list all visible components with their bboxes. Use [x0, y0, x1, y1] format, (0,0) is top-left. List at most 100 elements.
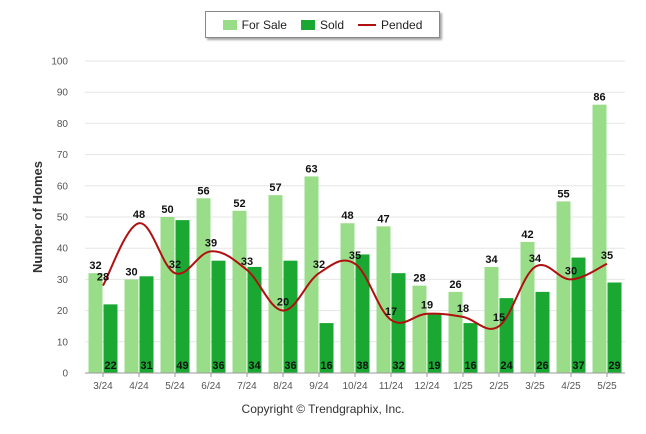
label-for-sale: 86 — [593, 92, 605, 104]
label-for-sale: 57 — [269, 182, 281, 194]
label-pended: 28 — [97, 272, 109, 284]
x-tick-label: 1/25 — [453, 381, 473, 392]
label-sold: 19 — [428, 360, 440, 372]
x-tick-label: 11/24 — [379, 381, 404, 392]
bar-for-sale[interactable] — [268, 195, 283, 373]
label-sold: 16 — [320, 360, 332, 372]
label-pended: 19 — [421, 300, 433, 312]
bar-for-sale[interactable] — [340, 223, 355, 373]
y-tick-label: 10 — [57, 337, 69, 348]
legend-item-sold[interactable]: Sold — [300, 18, 344, 32]
bar-sold[interactable] — [103, 304, 118, 373]
y-tick-label: 40 — [57, 244, 69, 255]
label-sold: 37 — [572, 360, 584, 372]
data-labels: 3222303150495636523457366316483847322819… — [89, 92, 620, 372]
bar-sold[interactable] — [283, 260, 298, 373]
bar-sold[interactable] — [211, 260, 226, 373]
label-pended: 32 — [169, 259, 181, 271]
bar-for-sale[interactable] — [124, 279, 139, 373]
y-tick-label: 60 — [57, 181, 69, 192]
x-tick-label: 9/24 — [309, 381, 329, 392]
bar-sold[interactable] — [535, 291, 550, 373]
bar-for-sale[interactable] — [232, 210, 247, 373]
label-for-sale: 55 — [557, 188, 569, 200]
label-for-sale: 42 — [521, 229, 533, 241]
x-tick-label: 3/25 — [525, 381, 545, 392]
label-sold: 36 — [284, 360, 296, 372]
legend-item-pended[interactable]: Pended — [358, 18, 422, 32]
bar-sold[interactable] — [319, 323, 334, 373]
label-for-sale: 63 — [305, 163, 317, 175]
label-for-sale: 26 — [449, 279, 461, 291]
label-for-sale: 48 — [341, 210, 353, 222]
label-sold: 24 — [500, 360, 513, 372]
bar-for-sale[interactable] — [592, 104, 607, 374]
label-for-sale: 52 — [233, 198, 245, 210]
for-sale-swatch — [222, 19, 237, 30]
x-tick-label: 7/24 — [237, 381, 257, 392]
bar-sold[interactable] — [607, 282, 622, 373]
label-pended: 35 — [349, 250, 361, 262]
bar-sold[interactable] — [175, 220, 190, 373]
y-axis-ticks: 0 10 20 30 40 50 60 70 80 90 100 — [51, 57, 68, 380]
x-tick-label: 5/24 — [165, 381, 185, 392]
bar-for-sale[interactable] — [520, 241, 535, 373]
bar-sold[interactable] — [427, 313, 442, 373]
label-for-sale: 34 — [485, 254, 498, 266]
legend-label-for-sale: For Sale — [241, 17, 287, 32]
bar-for-sale[interactable] — [88, 273, 103, 373]
bar-sold[interactable] — [247, 266, 262, 373]
x-tick-label: 10/24 — [342, 381, 367, 392]
label-pended: 30 — [565, 265, 577, 277]
bars — [88, 104, 622, 374]
label-sold: 34 — [248, 360, 261, 372]
y-axis-label: Number of Homes — [30, 161, 45, 273]
bar-for-sale[interactable] — [376, 226, 391, 373]
x-tick-label: 5/25 — [597, 381, 617, 392]
label-for-sale: 28 — [413, 273, 425, 285]
label-pended: 48 — [133, 209, 145, 221]
label-for-sale: 30 — [125, 266, 137, 278]
pended-line — [102, 222, 608, 330]
copyright-text: Copyright © Trendgraphix, Inc. — [241, 402, 405, 416]
label-sold: 36 — [212, 360, 224, 372]
legend-item-for-sale[interactable]: For Sale — [222, 17, 287, 32]
bar-sold[interactable] — [463, 323, 478, 373]
bar-sold[interactable] — [571, 257, 586, 373]
x-tick-label: 4/25 — [561, 381, 581, 392]
y-tick-label: 0 — [62, 369, 68, 380]
label-pended: 18 — [457, 303, 469, 315]
label-sold: 49 — [176, 360, 188, 372]
label-pended: 15 — [493, 312, 505, 324]
bar-sold[interactable] — [499, 298, 514, 373]
bar-for-sale[interactable] — [196, 198, 211, 373]
bar-for-sale[interactable] — [304, 176, 319, 373]
bar-sold[interactable] — [139, 276, 154, 373]
legend: For Sale Sold Pended — [205, 11, 440, 38]
bar-for-sale[interactable] — [160, 217, 175, 373]
label-for-sale: 32 — [89, 260, 101, 272]
y-tick-label: 80 — [57, 119, 69, 130]
x-tick-label: 2/25 — [489, 381, 509, 392]
legend-label-pended: Pended — [381, 17, 423, 32]
bar-for-sale[interactable] — [484, 266, 499, 373]
x-tick-label: 8/24 — [273, 381, 293, 392]
bar-for-sale[interactable] — [412, 285, 427, 373]
label-sold: 38 — [356, 360, 368, 372]
x-tick-label: 6/24 — [201, 381, 221, 392]
pended-line-swatch — [358, 23, 376, 26]
label-sold: 32 — [392, 360, 404, 372]
bar-for-sale[interactable] — [556, 201, 571, 373]
label-sold: 22 — [104, 360, 116, 372]
label-for-sale: 47 — [377, 213, 389, 225]
bar-for-sale[interactable] — [448, 291, 463, 373]
bar-sold[interactable] — [355, 254, 370, 373]
pended-line-path[interactable] — [102, 222, 608, 330]
x-tick-label: 3/24 — [93, 381, 113, 392]
label-for-sale: 50 — [161, 204, 173, 216]
label-pended: 17 — [385, 306, 397, 318]
x-axis-ticks: 3/24 4/24 5/24 6/24 7/24 8/24 9/24 10/24 11/24 12… — [93, 373, 617, 392]
label-for-sale: 56 — [197, 185, 209, 197]
x-tick-label: 4/24 — [129, 381, 149, 392]
